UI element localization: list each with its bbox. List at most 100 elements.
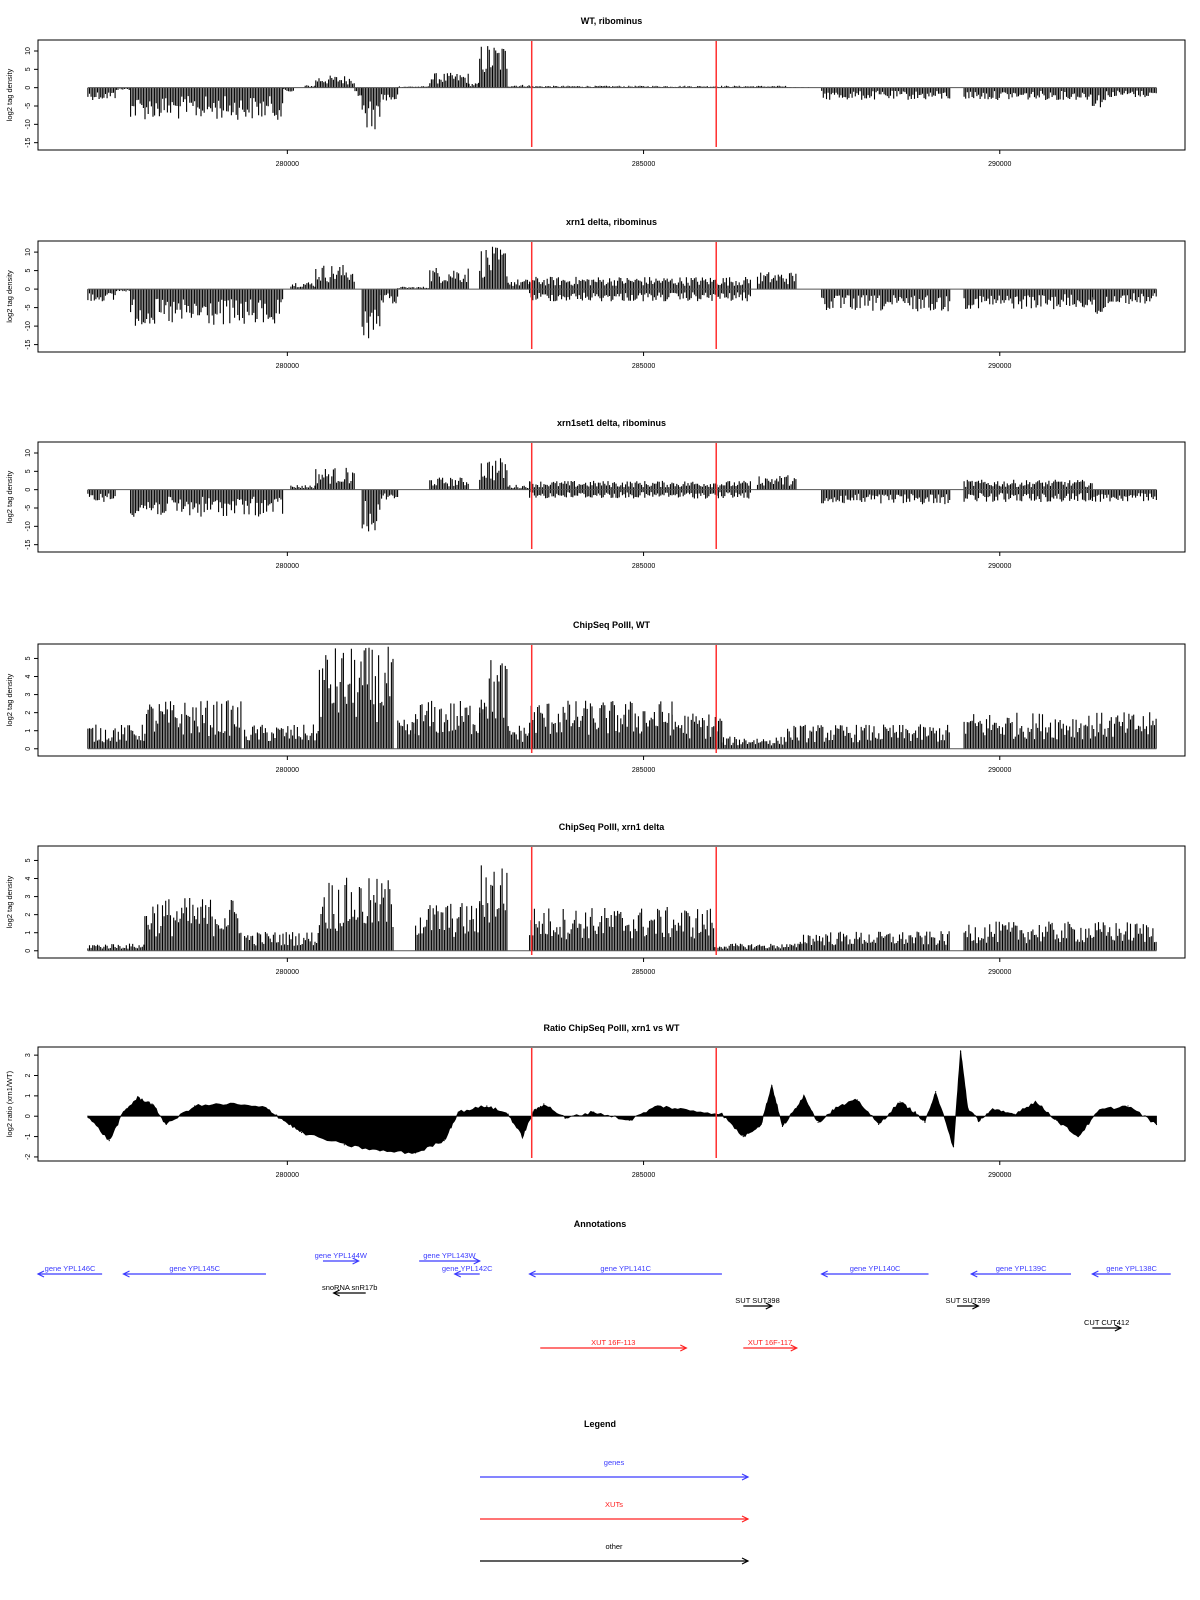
panel-data (87, 646, 1157, 750)
y-tick-label: -10 (25, 321, 32, 331)
y-tick-label: -15 (25, 339, 32, 349)
ratio-point (521, 1135, 524, 1138)
ratio-point (967, 1107, 969, 1109)
bar-segment (130, 289, 284, 326)
bar-segment (963, 479, 1093, 490)
bar-segment (821, 289, 951, 312)
y-tick-label: -15 (25, 540, 32, 550)
bar-segment (244, 724, 319, 749)
ratio-point (1077, 1135, 1079, 1138)
feature-label: gene YPL138C (1106, 1264, 1157, 1273)
bar-segment (429, 268, 469, 290)
panel-4: ChipSeq PolII, WT 0 1 2 3 4 5 log2 tag density 2… (5, 620, 1186, 774)
segment-3 (290, 485, 316, 490)
ratio-point (486, 1105, 488, 1107)
bar-segment (144, 898, 242, 951)
segment-4 (290, 282, 316, 290)
segment-12 (785, 724, 950, 749)
bar-segment (379, 87, 399, 103)
feature-arrowhead (453, 1270, 462, 1278)
y-tick-label: 5 (25, 67, 32, 71)
annotation-feature: gene YPL143W (419, 1251, 482, 1265)
ratio-point (935, 1091, 937, 1093)
segment-6 (361, 289, 381, 339)
segment-7 (479, 660, 508, 749)
y-tick-label: 5 (25, 469, 32, 473)
legend-item-gene: genes (480, 1458, 750, 1481)
y-axis-label: log2 tag density (5, 875, 14, 928)
panel-title: ChipSeq PolII, WT (573, 620, 650, 630)
segment-9 (379, 87, 399, 103)
annotation-feature: gene YPL142C (442, 1264, 493, 1278)
segment-2 (130, 489, 284, 517)
feature-arrowhead (528, 1270, 536, 1278)
bar-segment (756, 272, 797, 290)
y-tick-label: 0 (25, 488, 32, 492)
segment-20 (1106, 87, 1157, 98)
annotation-feature: XUT 16F-117 (743, 1338, 799, 1352)
bar-segment (318, 646, 394, 749)
panel-title: WT, ribominus (581, 16, 643, 26)
x-tick-label: 280000 (276, 363, 299, 370)
plot-frame (37, 643, 1186, 757)
x-tick-label: 280000 (276, 563, 299, 570)
ratio-point (803, 1095, 805, 1097)
annotations-track: Annotations gene YPL146C gene YPL145C gene … (36, 1219, 1171, 1352)
bar-segment (821, 489, 951, 505)
legend-title: Legend (584, 1419, 616, 1429)
segment-16 (1091, 489, 1157, 502)
feature-label: gene YPL140C (850, 1264, 901, 1273)
segment-7 (354, 87, 362, 96)
bar-segment (379, 289, 399, 304)
ratio-point (1127, 1105, 1129, 1107)
segment-2 (144, 898, 242, 951)
y-tick-label: 1 (25, 729, 32, 733)
y-tick-label: 0 (25, 1114, 32, 1118)
y-tick-label: 5 (25, 656, 32, 660)
segment-9 (529, 700, 673, 749)
bar-segment (144, 700, 242, 749)
ratio-point (817, 1121, 819, 1123)
y-tick-label: -2 (25, 1154, 32, 1160)
ratio-point (721, 1113, 723, 1115)
plot-frame (37, 39, 1186, 151)
segment-6 (415, 700, 481, 749)
segment-6 (479, 865, 508, 951)
annotation-feature: SUT SUT399 (945, 1296, 990, 1310)
bar-segment (785, 724, 950, 749)
bar-segment (130, 87, 284, 120)
bar-segment (415, 903, 481, 951)
ratio-point (265, 1107, 267, 1109)
x-tick-label: 290000 (988, 767, 1011, 774)
feature-arrowhead (1091, 1270, 1099, 1278)
annotation-feature: CUT CUT412 (1084, 1318, 1129, 1332)
y-tick-label: 3 (25, 895, 32, 899)
annotation-feature: gene YPL146C (36, 1264, 103, 1278)
segment-3 (244, 724, 319, 749)
plot-frame (37, 1046, 1186, 1162)
y-axis-label: log2 tag density (5, 673, 14, 726)
segment-17 (821, 87, 951, 100)
ratio-point (122, 1111, 125, 1113)
bar-segment (507, 484, 530, 490)
segment-2 (144, 700, 242, 749)
segment-19 (1091, 87, 1106, 108)
ratio-point (229, 1103, 231, 1105)
ratio-point (1034, 1101, 1036, 1103)
bar-segment (87, 489, 116, 502)
feature-arrowhead (969, 1270, 978, 1278)
legend-item-xut: XUTs (480, 1500, 750, 1523)
feature-arrowhead (122, 1270, 130, 1278)
y-tick-label: -15 (25, 138, 32, 148)
feature-arrowhead (820, 1270, 828, 1278)
segment-3 (130, 289, 284, 326)
annotations-title: Annotations (574, 1219, 627, 1229)
segment-5 (315, 265, 355, 290)
segment-4 (315, 467, 355, 490)
segment-6 (315, 75, 355, 88)
feature-arrowhead (332, 1289, 340, 1297)
annotation-feature: gene YPL140C (820, 1264, 929, 1278)
segment-7 (529, 907, 715, 951)
y-tick-label: 3 (25, 1053, 32, 1057)
